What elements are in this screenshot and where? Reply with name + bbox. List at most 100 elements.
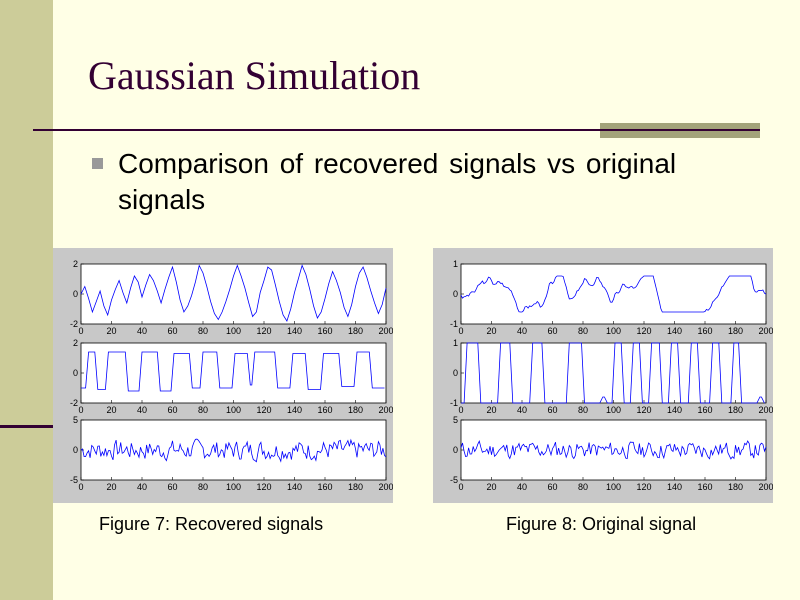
series-line	[81, 351, 385, 392]
figure-7-caption: Figure 7: Recovered signals	[99, 514, 324, 534]
x-tick-label: 40	[137, 482, 147, 492]
slide-title: Gaussian Simulation	[88, 53, 421, 98]
x-tick-label: 40	[517, 482, 527, 492]
x-tick-label: 160	[697, 405, 712, 415]
x-tick-label: 20	[486, 482, 496, 492]
y-tick-label: 2	[73, 259, 78, 269]
x-tick-label: 40	[137, 405, 147, 415]
x-tick-label: 20	[486, 405, 496, 415]
figure-8-panel: 1 0 -1 0 20 40 60 80 100 120 140 160 180 200 1 0 -1 0 20 40…	[433, 248, 774, 503]
series-line	[80, 438, 387, 463]
subplot-1: 20-20 20 40 60 80 100 120 140 160 180 200	[70, 259, 394, 336]
x-tick-label: 180	[348, 482, 363, 492]
x-tick-label: 200	[758, 482, 773, 492]
x-tick-label: 40	[517, 326, 527, 336]
x-tick-label: 20	[486, 326, 496, 336]
title-rule-accent-line	[600, 129, 760, 131]
x-tick-label: 140	[667, 405, 682, 415]
subplot-2: 10-10 20 40 60 80 100 120 140 160 180 200	[450, 338, 774, 415]
subplot-2: 20-20 20 40 60 80 100 120 140 160 180 200	[70, 338, 394, 415]
y-tick-label: 0	[453, 445, 458, 455]
x-tick-label: 0	[458, 405, 463, 415]
y-tick-label: -2	[70, 319, 78, 329]
x-tick-label: 0	[78, 326, 83, 336]
y-tick-label: 2	[73, 338, 78, 348]
x-tick-label: 100	[226, 326, 241, 336]
x-tick-label: 120	[636, 326, 651, 336]
x-tick-label: 60	[547, 326, 557, 336]
x-tick-label: 0	[78, 482, 83, 492]
subplot-3: 50-50 20 40 60 80 100 120 140 160 180 200	[450, 415, 774, 492]
title-rule	[33, 129, 760, 131]
series-line	[461, 342, 765, 404]
x-tick-label: 60	[167, 482, 177, 492]
x-tick-label: 40	[517, 405, 527, 415]
x-tick-label: 120	[256, 326, 271, 336]
x-tick-label: 180	[728, 405, 743, 415]
y-tick-label: 5	[453, 415, 458, 425]
series-line	[460, 440, 767, 460]
x-tick-label: 200	[378, 326, 393, 336]
x-tick-label: 120	[256, 482, 271, 492]
y-tick-label: 1	[453, 338, 458, 348]
y-tick-label: 0	[453, 289, 458, 299]
bullet-text: Comparison of recovered signals vs origi…	[118, 148, 677, 215]
series-line	[460, 275, 767, 313]
x-tick-label: 160	[697, 326, 712, 336]
x-tick-label: 160	[697, 482, 712, 492]
subplot-1: 10-10 20 40 60 80 100 120 140 160 180 200	[450, 259, 774, 336]
x-tick-label: 100	[606, 405, 621, 415]
left-decorative-band	[0, 0, 53, 600]
x-tick-label: 140	[287, 326, 302, 336]
y-tick-label: 0	[73, 289, 78, 299]
subplot-frame	[80, 419, 387, 481]
y-tick-label: 0	[73, 368, 78, 378]
x-tick-label: 120	[256, 405, 271, 415]
subplot-frame	[80, 263, 387, 325]
x-tick-label: 180	[348, 405, 363, 415]
x-tick-label: 140	[287, 405, 302, 415]
x-tick-label: 100	[606, 482, 621, 492]
y-tick-label: -5	[450, 475, 458, 485]
x-tick-label: 100	[226, 482, 241, 492]
x-tick-label: 180	[348, 326, 363, 336]
x-tick-label: 180	[728, 326, 743, 336]
y-tick-label: -2	[70, 398, 78, 408]
x-tick-label: 80	[198, 326, 208, 336]
x-tick-label: 20	[106, 482, 116, 492]
x-tick-label: 80	[578, 405, 588, 415]
x-tick-label: 120	[636, 405, 651, 415]
x-tick-label: 60	[547, 405, 557, 415]
x-tick-label: 140	[667, 482, 682, 492]
x-tick-label: 160	[317, 482, 332, 492]
x-tick-label: 60	[547, 482, 557, 492]
y-tick-label: 0	[453, 368, 458, 378]
bullet-square-icon	[92, 158, 103, 169]
x-tick-label: 80	[198, 405, 208, 415]
subplot-frame	[460, 263, 767, 325]
x-tick-label: 80	[198, 482, 208, 492]
x-tick-label: 20	[106, 405, 116, 415]
x-tick-label: 60	[167, 405, 177, 415]
y-tick-label: -1	[450, 398, 458, 408]
x-tick-label: 200	[378, 405, 393, 415]
x-tick-label: 0	[458, 482, 463, 492]
figure-8-caption: Figure 8: Original signal	[506, 514, 697, 534]
x-tick-label: 140	[667, 326, 682, 336]
x-tick-label: 140	[287, 482, 302, 492]
subplot-3: 50-50 20 40 60 80 100 120 140 160 180 200	[70, 415, 394, 492]
x-tick-label: 120	[636, 482, 651, 492]
x-tick-label: 100	[606, 326, 621, 336]
x-tick-label: 0	[458, 326, 463, 336]
x-tick-label: 180	[728, 482, 743, 492]
x-tick-label: 60	[167, 326, 177, 336]
x-tick-label: 100	[226, 405, 241, 415]
x-tick-label: 0	[78, 405, 83, 415]
y-tick-label: -5	[70, 475, 78, 485]
x-tick-label: 160	[317, 326, 332, 336]
x-tick-label: 200	[378, 482, 393, 492]
x-tick-label: 40	[137, 326, 147, 336]
x-tick-label: 20	[106, 326, 116, 336]
